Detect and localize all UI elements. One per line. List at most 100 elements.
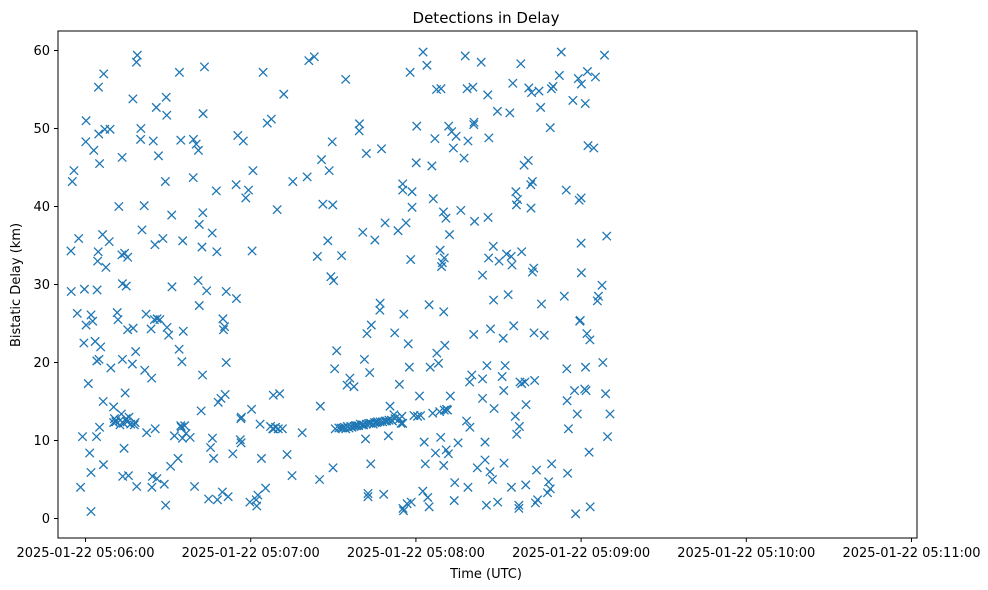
data-point (85, 448, 95, 458)
data-point (477, 374, 488, 384)
data-point (514, 421, 525, 432)
data-point (77, 431, 88, 442)
data-point (66, 286, 76, 297)
data-point (425, 362, 435, 372)
data-point (548, 81, 558, 92)
data-point (122, 252, 133, 262)
data-point (481, 500, 492, 510)
data-point (164, 330, 174, 340)
data-point (529, 263, 539, 273)
data-point (173, 453, 183, 464)
data-point (153, 151, 164, 161)
data-point (203, 494, 214, 504)
y-tick-label: 60 (33, 44, 50, 59)
data-point (529, 375, 540, 386)
data-point (155, 314, 165, 325)
data-point (398, 506, 409, 516)
data-point (196, 406, 206, 416)
data-point (361, 148, 372, 159)
data-point (561, 185, 571, 195)
data-point (582, 66, 593, 77)
data-point (128, 94, 138, 104)
data-markers (66, 47, 615, 519)
data-point (318, 199, 328, 209)
data-point (589, 143, 599, 153)
data-point (422, 60, 432, 70)
data-point (580, 362, 591, 372)
data-point (365, 367, 375, 378)
data-point (521, 480, 531, 490)
data-point (605, 409, 615, 419)
data-point (258, 67, 268, 77)
data-point (236, 438, 246, 448)
data-point (69, 165, 79, 176)
data-point (73, 233, 84, 244)
data-point (176, 135, 186, 145)
data-point (539, 330, 549, 340)
data-point (390, 328, 400, 338)
data-point (366, 320, 376, 330)
data-point (593, 291, 604, 301)
data-point (580, 98, 590, 109)
data-point (585, 335, 595, 345)
data-point (529, 328, 539, 338)
x-tick-label: 2025-01-22 05:08:00 (347, 546, 485, 561)
data-point (602, 431, 613, 442)
data-point (420, 459, 430, 469)
data-point (193, 145, 204, 155)
data-point (256, 453, 267, 464)
data-point (507, 260, 517, 270)
data-point (243, 185, 254, 195)
data-point (128, 323, 138, 333)
data-point (273, 424, 283, 434)
data-point (443, 449, 454, 459)
data-point (194, 300, 204, 311)
data-point (139, 201, 149, 211)
data-point (130, 417, 140, 428)
data-point (99, 69, 109, 79)
data-point (193, 275, 203, 286)
data-point (198, 109, 208, 119)
data-point (94, 158, 105, 169)
data-point (543, 477, 554, 487)
data-point (469, 117, 479, 127)
data-point (506, 482, 517, 492)
data-point (167, 282, 177, 292)
data-point (508, 321, 519, 331)
data-point (450, 477, 460, 488)
data-point (499, 458, 509, 468)
data-point (453, 438, 463, 448)
x-tick-label: 2025-01-22 05:07:00 (182, 546, 320, 561)
data-point (288, 176, 298, 187)
data-point (511, 187, 521, 197)
data-point (217, 487, 228, 497)
data-point (279, 89, 289, 99)
data-point (576, 79, 587, 89)
data-point (152, 314, 162, 324)
data-point (309, 52, 319, 62)
data-point (484, 133, 494, 143)
data-point (467, 370, 477, 380)
data-point (304, 55, 314, 66)
data-point (514, 500, 524, 510)
data-point (150, 424, 160, 434)
data-point (212, 495, 223, 505)
data-point (160, 500, 171, 510)
data-point (174, 67, 185, 77)
y-tick-label: 0 (42, 512, 50, 527)
data-point (524, 83, 534, 93)
data-point (406, 497, 416, 507)
chart-title: Detections in Delay (413, 9, 560, 27)
data-point (439, 253, 449, 263)
data-point (379, 489, 389, 499)
data-point (75, 482, 86, 492)
data-point (106, 363, 116, 373)
data-point (576, 193, 586, 203)
data-point (158, 233, 168, 244)
data-point (584, 447, 594, 457)
data-point (315, 401, 326, 411)
data-point (211, 186, 221, 196)
data-point (573, 73, 584, 84)
data-point (236, 414, 246, 424)
